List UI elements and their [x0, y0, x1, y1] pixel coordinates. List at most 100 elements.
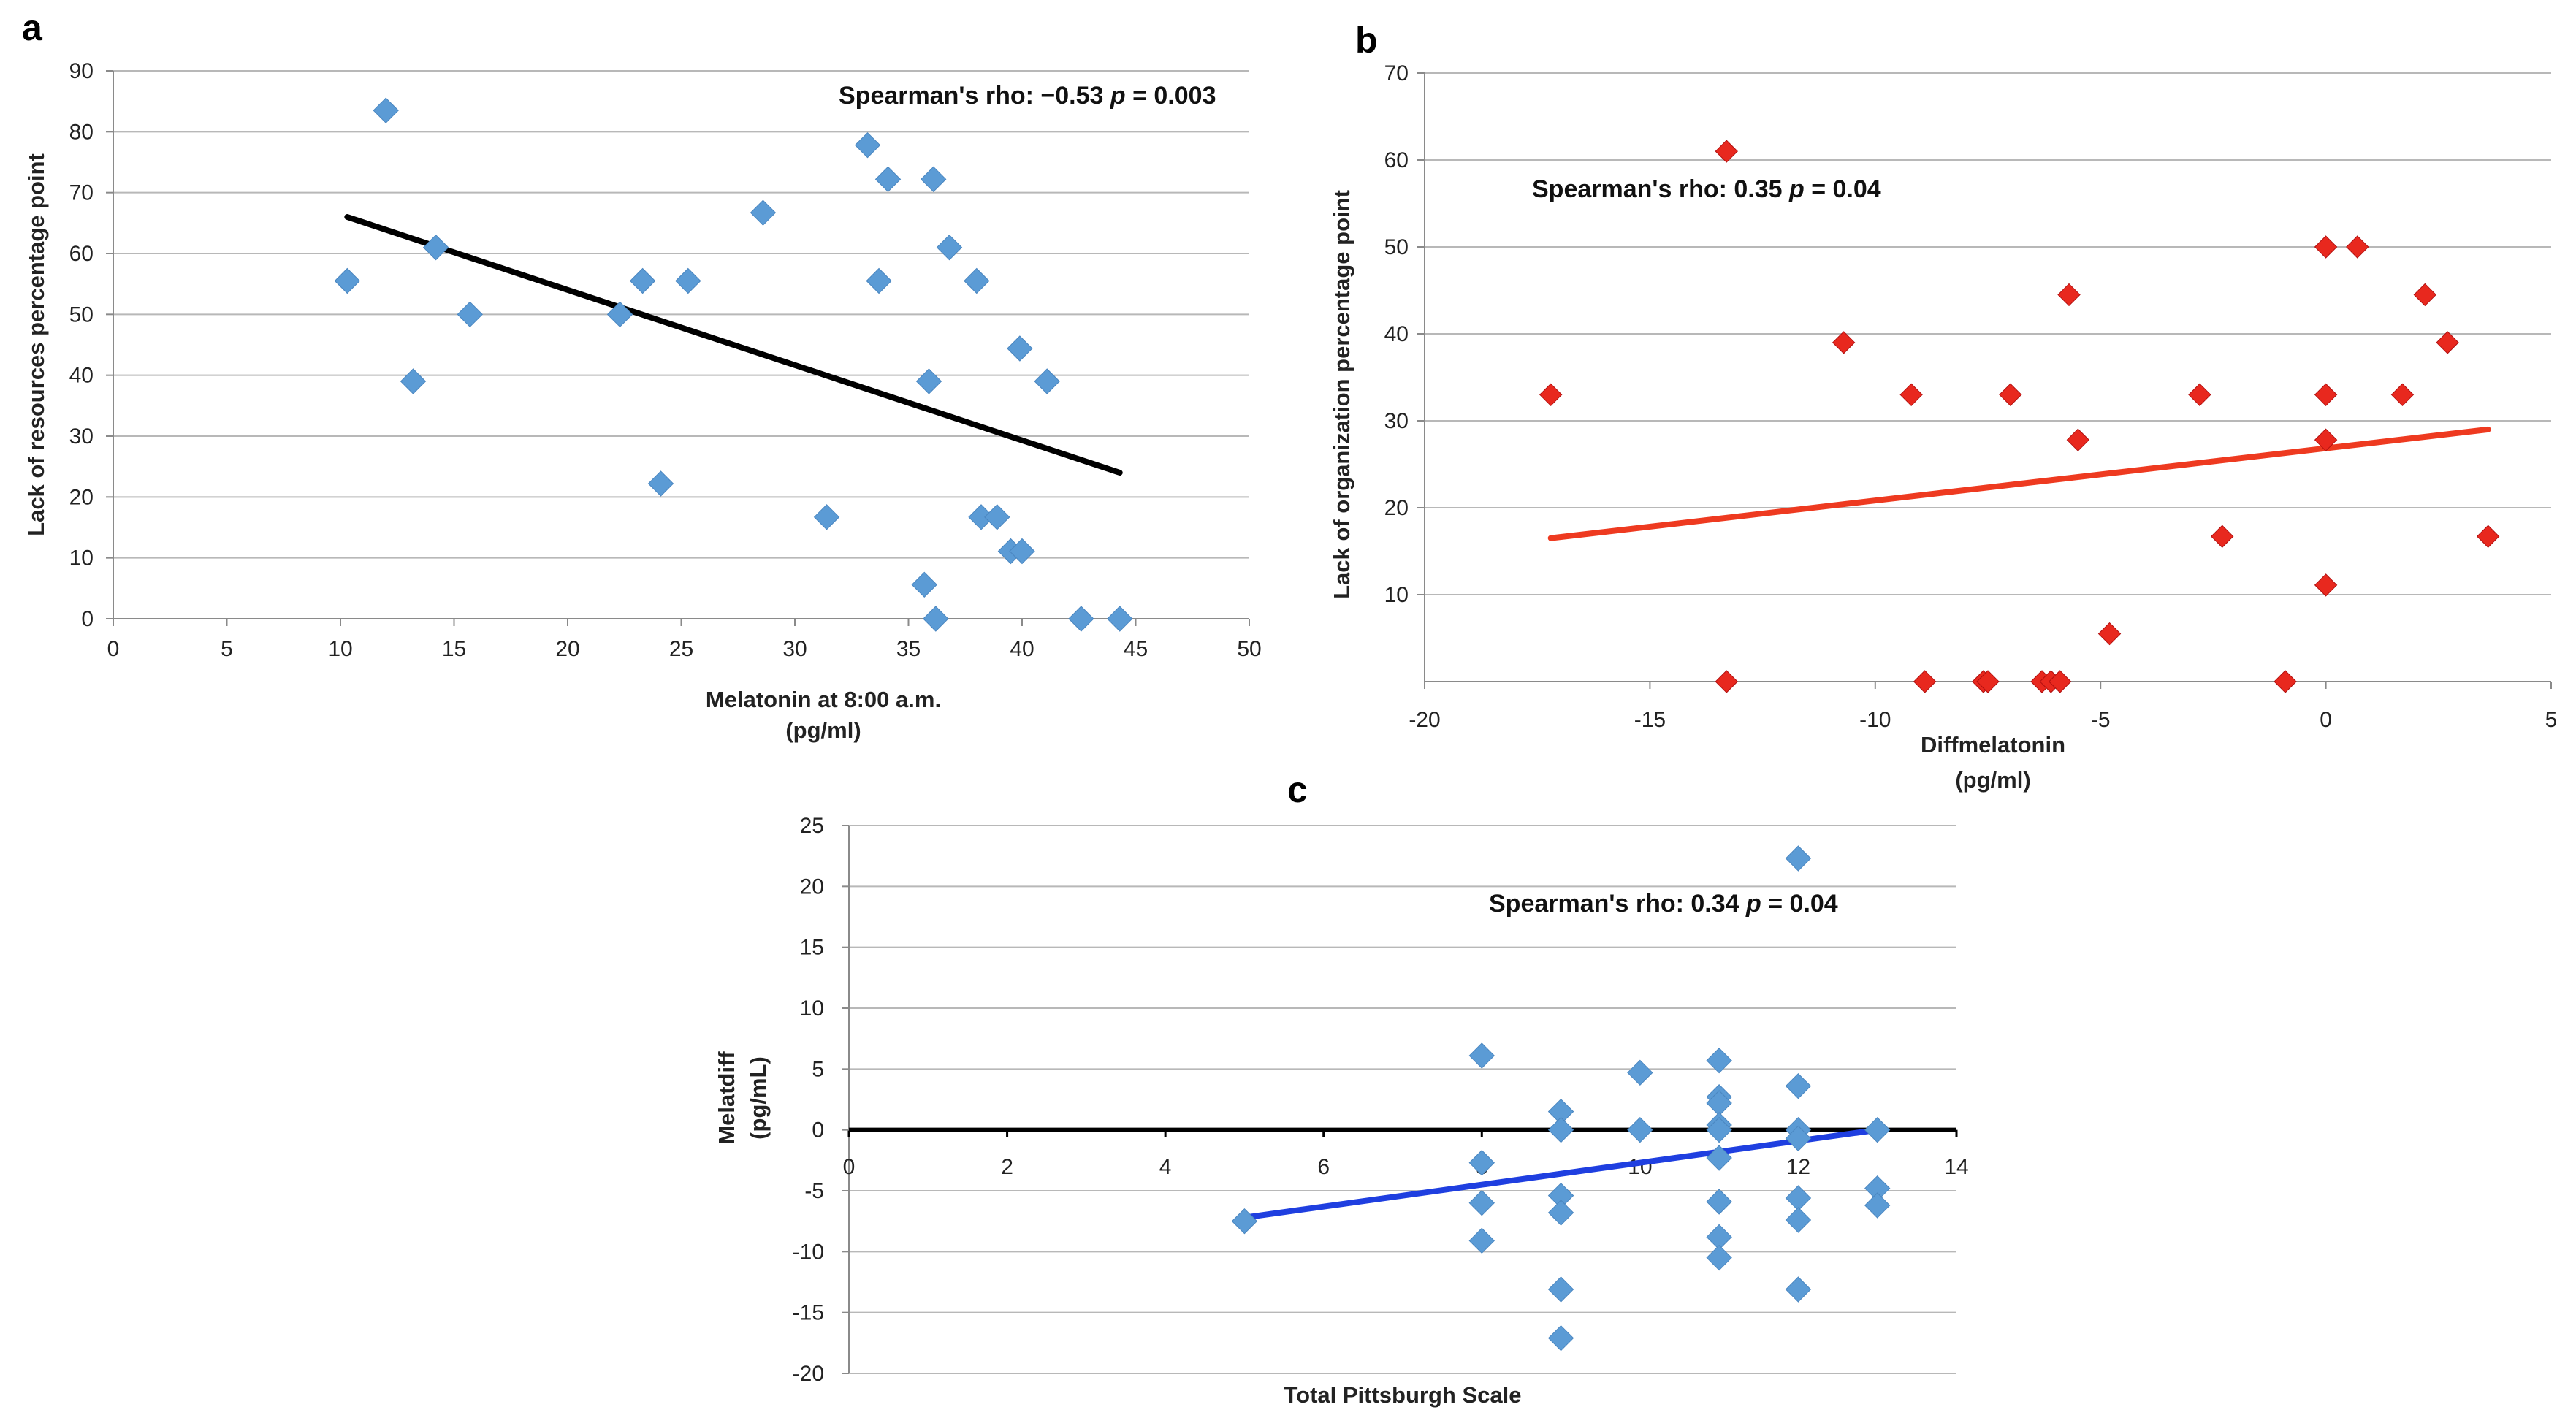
- panel-b-data-point: [2097, 622, 2122, 646]
- panel-c-data-point: [1785, 845, 1812, 872]
- panel-a-data-point: [936, 234, 963, 261]
- panel-c-y-axis-title: Melatdiff: [714, 1051, 739, 1145]
- panel-b-data-point: [2346, 235, 2369, 259]
- panel-a-x-tick-label: 0: [107, 637, 120, 661]
- panel-b-data-point: [2476, 525, 2500, 548]
- panel-c-data-point: [1468, 1189, 1495, 1216]
- panel-a-data-point: [675, 267, 701, 294]
- panel-c-x-tick-label: 2: [1001, 1155, 1013, 1179]
- panel-c-label: c: [1287, 769, 1308, 810]
- panel-b-data-point: [2314, 573, 2338, 597]
- panel-a-x-tick-label: 45: [1124, 637, 1148, 661]
- panel-a-x-tick-label: 40: [1010, 637, 1034, 661]
- panel-b-data-point: [2314, 235, 2338, 259]
- panel-c-data-point: [1706, 1047, 1732, 1074]
- panel-b-x-tick-label: -15: [1634, 708, 1666, 732]
- panel-c-data-point: [1627, 1059, 1653, 1086]
- panel-a-data-point: [1068, 606, 1094, 632]
- panel-b-data-point: [2274, 670, 2297, 693]
- panel-a-data-point: [854, 131, 881, 159]
- panel-a-y-tick-label: 80: [69, 120, 94, 144]
- panel-a-y-tick-label: 10: [69, 546, 94, 571]
- panel-b-x-tick-label: 0: [2320, 708, 2332, 732]
- panel-a-trendline: [344, 214, 1123, 476]
- panel-b-data-point: [2413, 283, 2437, 307]
- panel-a-x-tick-label: 50: [1237, 637, 1261, 661]
- panel-c-x-tick-label: 6: [1317, 1155, 1330, 1179]
- panel-b-x-tick-label: 5: [2545, 708, 2558, 732]
- panel-c-data-point: [1547, 1276, 1574, 1303]
- panel-b-y-tick-label: 70: [1384, 61, 1409, 85]
- panel-c-data-point: [1864, 1192, 1891, 1219]
- panel-b-data-point: [2436, 331, 2459, 354]
- panel-b-x-tick-label: -5: [2091, 708, 2111, 732]
- panel-b-x-axis-title: Diffmelatonin: [1921, 732, 2065, 758]
- panel-b-data-point: [1715, 670, 1738, 693]
- panel-c-data-point: [1785, 1072, 1812, 1099]
- panel-c-y-tick-label: 10: [800, 996, 824, 1021]
- panel-c-annotation-prefix: Spearman's rho: 0.34: [1489, 890, 1746, 918]
- panel-a-data-point: [400, 368, 427, 394]
- panel-a-data-point: [964, 267, 990, 294]
- panel-a-data-point: [629, 267, 656, 294]
- panel-a-y-tick-label: 40: [69, 364, 94, 388]
- panel-a-y-tick-label: 0: [81, 607, 94, 631]
- panel-b-data-point: [1715, 140, 1738, 163]
- panel-b-data-point: [2048, 670, 2072, 693]
- panel-a-data-point: [1107, 606, 1133, 632]
- panel-c-data-point: [1864, 1116, 1891, 1143]
- panel-c-data-point: [1785, 1207, 1812, 1233]
- panel-b-y-tick-label: 30: [1384, 409, 1409, 433]
- panel-a-annotation-prefix: Spearman's rho: −0.53: [839, 82, 1110, 110]
- panel-a-data-point: [1009, 538, 1035, 565]
- panel-a-data-point: [915, 368, 942, 394]
- panel-b-data-point: [2390, 383, 2415, 407]
- panel-b-y-tick-label: 20: [1384, 496, 1409, 520]
- panel-c-data-point: [1468, 1149, 1495, 1176]
- panel-b-y-axis-title: Lack of organization percentage point: [1329, 190, 1354, 599]
- panel-c-data-point: [1706, 1116, 1732, 1143]
- panel-c-y-tick-label: 25: [800, 814, 824, 838]
- panel-a-x-tick-label: 15: [442, 637, 466, 661]
- panel-a-data-point: [874, 166, 902, 193]
- panel-b-trendline: [1547, 426, 2491, 541]
- panel-b-data-point: [2211, 525, 2234, 548]
- panel-a-x-tick-label: 20: [555, 637, 579, 661]
- panel-a-spearman-annotation: Spearman's rho: −0.53 p = 0.003: [839, 82, 1216, 110]
- panel-c-y-tick-label: -20: [793, 1362, 824, 1386]
- panel-b-x-axis-unit: (pg/ml): [1955, 767, 2030, 793]
- panel-a-x-tick-label: 35: [896, 637, 921, 661]
- panel-b-y-tick-label: 50: [1384, 235, 1409, 259]
- panel-a-data-point: [866, 267, 892, 294]
- panel-b-data-point: [2057, 283, 2081, 307]
- panel-a-data-point: [1034, 368, 1060, 394]
- panel-b-data-point: [1913, 670, 1937, 693]
- panel-c-data-point: [1547, 1116, 1574, 1143]
- panel-c-y-tick-label: 20: [800, 874, 824, 899]
- panel-a-annotation-p-value: = 0.003: [1126, 82, 1216, 110]
- panel-a-x-axis-title: Melatonin at 8:00 a.m.: [706, 687, 941, 712]
- panel-c-annotation-p-value: = 0.04: [1761, 890, 1838, 918]
- panel-c-data-point: [1785, 1185, 1812, 1211]
- panel-c-spearman-annotation: Spearman's rho: 0.34 p = 0.04: [1489, 890, 1838, 918]
- panel-a-data-point: [921, 166, 947, 193]
- panel-c-data-point: [1785, 1125, 1812, 1152]
- panel-a-scatter: a 0 5 10 15 20 25 30 35 40 45 50 0 10 20 30 40 50 60 70 80…: [22, 7, 1262, 743]
- panel-a-y-tick-label: 30: [69, 424, 94, 449]
- panel-b-annotation-p-label: p: [1788, 175, 1805, 203]
- panel-b-data-point: [1539, 383, 1563, 407]
- panel-a-y-tick-label: 70: [69, 181, 94, 205]
- panel-a-x-tick-label: 30: [782, 637, 807, 661]
- panel-c-data-point: [1706, 1244, 1732, 1271]
- panel-a-data-point: [1007, 335, 1033, 362]
- panel-c-data-point: [1785, 1276, 1812, 1303]
- panel-b-data-point: [2066, 428, 2090, 451]
- panel-c-data-point: [1547, 1200, 1574, 1226]
- panel-c-x-tick-label: 0: [843, 1155, 856, 1179]
- panel-a-data-point: [647, 470, 674, 497]
- panel-c-y-tick-label: 0: [812, 1118, 824, 1143]
- panel-b-y-tick-label: 60: [1384, 148, 1409, 172]
- panel-a-data-point: [373, 97, 399, 123]
- panel-b-spearman-annotation: Spearman's rho: 0.35 p = 0.04: [1532, 175, 1881, 203]
